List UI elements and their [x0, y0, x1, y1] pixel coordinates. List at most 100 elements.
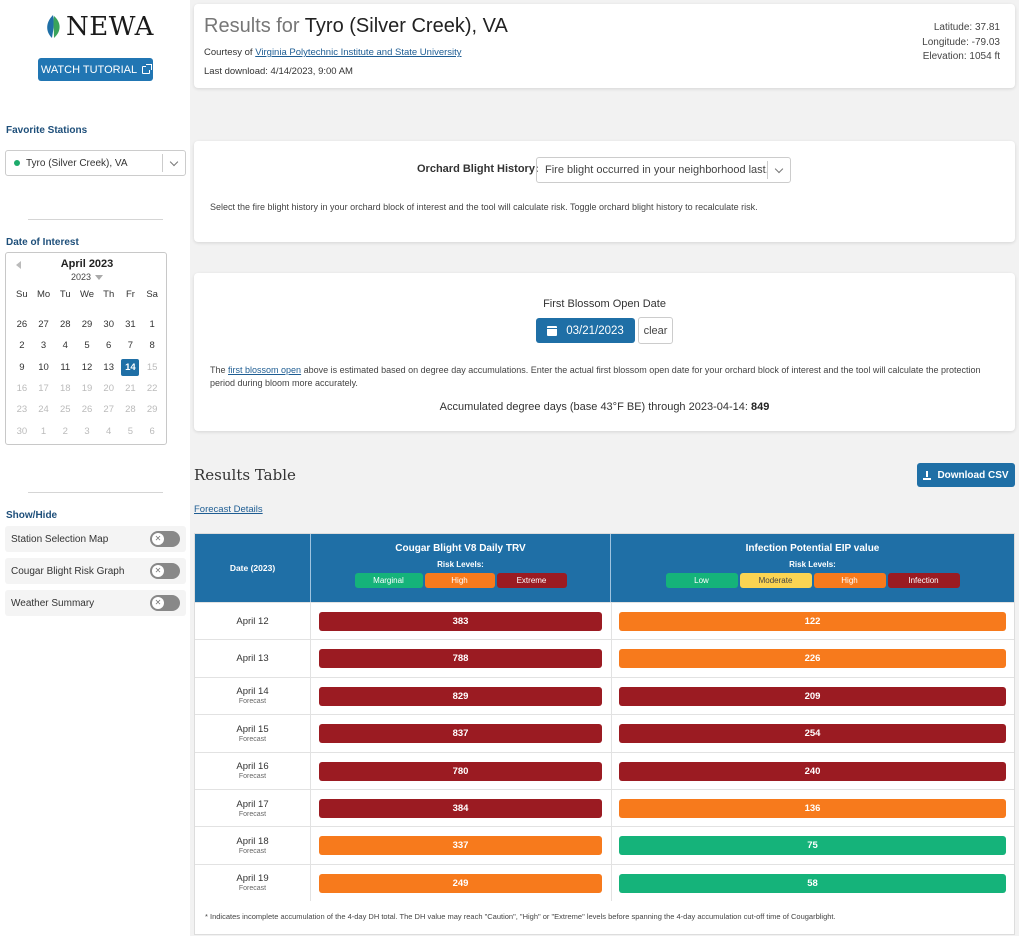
calendar-day-number: 17	[38, 383, 49, 395]
favorite-stations-heading: Favorite Stations	[6, 125, 88, 136]
calendar-day[interactable]: 30	[98, 314, 120, 335]
weekday-label: Mo	[36, 289, 51, 300]
weekday-label: Su	[16, 289, 28, 300]
calendar-day: 27	[98, 399, 120, 420]
results-table: Date (2023) Cougar Blight V8 Daily TRV R…	[194, 533, 1015, 935]
table-row: April 14 Forecast 829 209	[195, 676, 1014, 715]
calendar-day[interactable]: 29	[76, 314, 98, 335]
orchard-blight-history-select[interactable]: Fire blight occurred in your neighborhoo…	[536, 157, 791, 183]
date-column-header: Date (2023)	[195, 534, 311, 602]
calendar-day[interactable]: 5	[76, 335, 98, 356]
blossom-date-button[interactable]: 03/21/2023	[536, 318, 635, 343]
calendar-day[interactable]: 28	[54, 314, 76, 335]
calendar-day-number: 28	[59, 319, 71, 331]
courtesy-link[interactable]: Virginia Polytechnic Institute and State…	[255, 47, 462, 58]
calendar-day[interactable]: 2	[11, 335, 33, 356]
download-csv-label: Download CSV	[937, 469, 1009, 481]
calendar-day-number: 9	[19, 361, 25, 373]
calendar-day: 22	[141, 378, 163, 399]
calendar-day[interactable]: 3	[33, 335, 55, 356]
risk-level-chip: Low	[665, 573, 738, 588]
weekday-label: Sa	[146, 289, 158, 300]
sidebar-divider	[28, 492, 163, 493]
calendar-day[interactable]: 4	[54, 335, 76, 356]
row-date-cell: April 17 Forecast	[195, 790, 311, 827]
first-blossom-open-link[interactable]: first blossom open	[228, 365, 302, 375]
table-row: April 17 Forecast 384 136	[195, 789, 1014, 827]
table-row: April 18 Forecast 337 75	[195, 826, 1014, 864]
calendar-day[interactable]: 12	[76, 357, 98, 378]
calendar-day-number: 30	[103, 319, 114, 331]
clear-date-button[interactable]: clear	[638, 317, 673, 344]
station-select-value: Tyro (Silver Creek), VA	[26, 157, 128, 169]
cell-divider	[611, 640, 612, 677]
toggle-switch[interactable]: ✕	[150, 595, 180, 611]
eip-value: 240	[619, 761, 1006, 781]
calendar-day[interactable]: 31	[120, 314, 142, 335]
eip-value: 75	[619, 836, 1006, 856]
watch-tutorial-button[interactable]: WATCH TUTORIAL	[38, 58, 153, 81]
calendar-day[interactable]: 1	[141, 314, 163, 335]
row-date-cell: April 19 Forecast	[195, 864, 311, 902]
newa-logo[interactable]: NEWA	[42, 12, 154, 42]
calendar-weekday-row: Su Mo Tu We Th Fr Sa	[11, 289, 163, 300]
first-blossom-title: First Blossom Open Date	[543, 298, 666, 310]
chevron-down-icon[interactable]	[163, 151, 185, 175]
calendar-day-number: 25	[59, 404, 71, 416]
calendar-day: 26	[76, 399, 98, 420]
infection-potential-legend: Low Moderate High Infection	[611, 573, 1014, 588]
blossom-date-value: 03/21/2023	[566, 324, 624, 337]
forecast-tag: Forecast	[238, 810, 267, 818]
download-csv-button[interactable]: Download CSV	[917, 463, 1015, 487]
calendar-day-number: 19	[81, 383, 93, 395]
toggle-switch[interactable]: ✕	[150, 531, 180, 547]
infection-potential-title: Infection Potential EIP value	[745, 543, 880, 554]
calendar-day: 25	[54, 399, 76, 420]
calendar-day-number: 2	[62, 425, 68, 437]
leaf-logo-icon	[47, 15, 60, 38]
blossom-note: The first blossom open above is estimate…	[210, 364, 1000, 390]
calendar-day[interactable]: 10	[33, 357, 55, 378]
calendar-prev-icon[interactable]	[16, 261, 21, 269]
calendar-day[interactable]: 7	[120, 335, 142, 356]
logo-text: NEWA	[66, 12, 154, 42]
calendar-day: 24	[33, 399, 55, 420]
cougar-blight-value: 788	[319, 649, 602, 669]
forecast-details-link[interactable]: Forecast Details	[194, 504, 263, 515]
external-link-icon	[142, 63, 153, 74]
calendar-day[interactable]: 8	[141, 335, 163, 356]
calendar-day-selected[interactable]: 14	[120, 357, 142, 378]
row-date: April 17	[236, 798, 269, 810]
toggle-row: Station Selection Map ✕	[5, 526, 186, 552]
calendar-day-number: 5	[127, 425, 134, 437]
calendar-day-number: 7	[127, 340, 134, 352]
calendar-day: 16	[11, 378, 33, 399]
cougar-blight-value: 837	[319, 724, 602, 744]
calendar-day[interactable]: 9	[11, 357, 33, 378]
calendar-day[interactable]: 26	[11, 314, 33, 335]
calendar-day: 23	[11, 399, 33, 420]
accumulated-label: Accumulated degree days (base 43°F BE) t…	[439, 401, 748, 413]
chevron-down-icon[interactable]	[768, 158, 790, 182]
station-name: Tyro (Silver Creek), VA	[304, 15, 508, 37]
station-select[interactable]: Tyro (Silver Creek), VA	[5, 150, 186, 176]
cougar-blight-value: 337	[319, 836, 602, 856]
calendar-day[interactable]: 6	[98, 335, 120, 356]
year-dropdown-icon	[95, 275, 104, 281]
calendar-day: 30	[11, 420, 33, 441]
calendar-day[interactable]: 13	[98, 357, 120, 378]
toggle-switch[interactable]: ✕	[150, 563, 180, 579]
calendar-day-number: 6	[149, 425, 155, 437]
calendar-day[interactable]: 11	[54, 357, 76, 378]
risk-level-chip: Extreme	[496, 573, 567, 588]
toggle-row: Weather Summary ✕	[5, 590, 186, 616]
calendar-day-number: 15	[146, 361, 158, 373]
row-date-cell: April 13	[195, 640, 311, 677]
calendar-year-select[interactable]: 2023	[6, 272, 168, 282]
calendar-day: 1	[33, 420, 55, 441]
eip-value: 136	[619, 799, 1006, 818]
station-header-card: Results for Tyro (Silver Creek), VA Cour…	[194, 4, 1015, 88]
cougar-blight-column-header: Cougar Blight V8 Daily TRV Risk Levels: …	[311, 534, 611, 602]
calendar-day[interactable]: 27	[33, 314, 55, 335]
download-icon	[923, 470, 932, 480]
